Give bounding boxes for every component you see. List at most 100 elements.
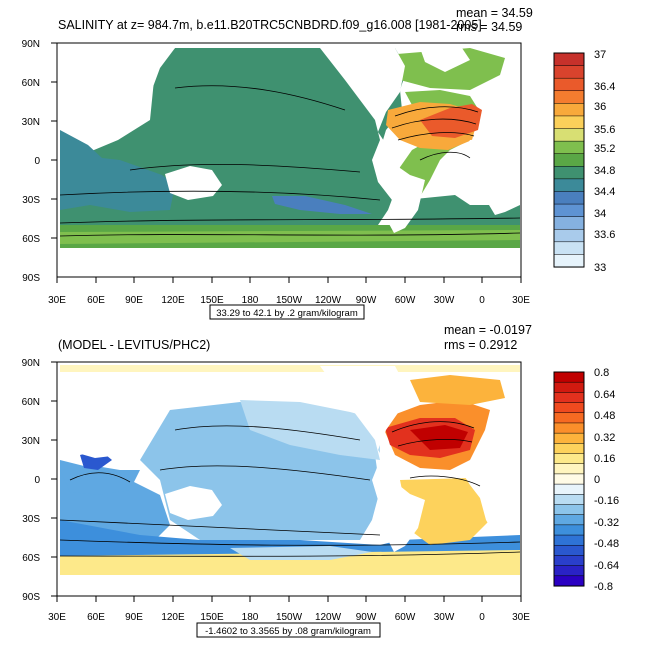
- panel1-antarctica-land: [57, 248, 521, 277]
- panel1-xtick-label: 150W: [276, 295, 303, 306]
- panel2-title: (MODEL - LEVITUS/PHC2): [58, 338, 210, 352]
- panel1-colorbar-cell: [553, 203, 585, 218]
- panel2-xtick-label: 150E: [200, 612, 224, 623]
- panel2-xtick-label: 30W: [434, 612, 455, 623]
- panel2-colorbar-cell: [553, 402, 585, 414]
- panel2-north-pacific-lightblue: [240, 400, 380, 460]
- panel1-colorbar: [553, 52, 585, 268]
- panel2-north-atlantic-core: [410, 425, 468, 450]
- panel2-contour: [397, 438, 473, 447]
- panel1-contour: [59, 190, 381, 201]
- panel1-colorbar-cell: [553, 178, 585, 193]
- panel1-contour: [59, 232, 521, 237]
- panel2-yticks: [51, 361, 57, 597]
- panel1-colorbar-cell: [553, 228, 585, 243]
- panel2-contour: [174, 425, 361, 441]
- panel2-colorbar-cell: [553, 473, 585, 485]
- panel2-colorbar: [553, 371, 585, 587]
- panel2-colorbar-label: -0.8: [594, 581, 613, 593]
- panel2-rms: rms = 0.2912: [444, 338, 517, 352]
- panel2-colorbar-label: 0.32: [594, 432, 615, 444]
- panel1-colorbar-label: 33: [594, 262, 606, 274]
- panel1-xtick-label: 90W: [356, 295, 377, 306]
- panel1-ytick-label: 60N: [22, 78, 40, 89]
- panel1-contour: [391, 118, 477, 129]
- panel1-colorbar-cell: [553, 241, 585, 255]
- panel2-xtick-label: 60W: [395, 612, 416, 623]
- panel2-colorbar-cell: [553, 432, 585, 444]
- panel2-ytick-label: 90S: [22, 592, 40, 603]
- panel1-map: [56, 42, 522, 278]
- panel1-title: SALINITY at z= 984.7m, b.e11.B20TRC5CNBD…: [58, 18, 482, 32]
- panel2-xtick-label: 150W: [276, 612, 303, 623]
- panel1-xtick-label: 0: [479, 295, 485, 306]
- panel2-range-note-box: [196, 622, 381, 638]
- panel2-pacific-pale: [60, 365, 520, 372]
- panel1-colorbar-cell: [553, 216, 585, 230]
- panel1-colorbar-label: 33.6: [594, 229, 615, 241]
- panel1-contour: [394, 106, 479, 117]
- panel1-xtick-label: 150E: [200, 295, 224, 306]
- panel-difference: (MODEL - LEVITUS/PHC2) mean = -0.0197 rm…: [22, 323, 619, 638]
- panel2-map: [56, 361, 522, 597]
- panel2-colorbar-cell: [553, 412, 585, 424]
- panel2-colorbar-cell: [553, 555, 585, 567]
- panel1-colorbar-label: 34.8: [594, 165, 615, 177]
- panel2-colorbar-label: 0.48: [594, 410, 615, 422]
- panel2-x-axis: 30E 60E 90E 120E 150E 180 150W 120W 90W …: [48, 596, 530, 623]
- panel2-colorbar-label: -0.16: [594, 495, 619, 507]
- panel2-colorbar-border: [553, 371, 585, 587]
- panel1-mean: mean = 34.59: [456, 6, 533, 20]
- panel1-africa-land: [462, 138, 520, 215]
- panel2-colorbar-cell: [553, 544, 585, 556]
- panel2-xtick-label: 30E: [512, 612, 530, 623]
- panel2-americas-land: [320, 366, 425, 552]
- panel2-contour: [59, 539, 521, 546]
- panel1-colorbar-cell: [553, 140, 585, 155]
- panel1-southern-band-2: [60, 230, 520, 244]
- panel1-xtick-label: 60E: [87, 295, 105, 306]
- panel2-contour: [409, 475, 481, 487]
- panel1-xticks: [56, 277, 522, 283]
- panel1-colorbar-labels: 37 36.4 36 35.6 35.2 34.8 34.4 34 33.6 3…: [594, 49, 615, 274]
- panel2-colorbar-cell: [553, 371, 585, 383]
- panel1-mediterranean-core: [420, 104, 482, 138]
- panel2-ytick-label: 30S: [22, 514, 40, 525]
- panel2-xtick-label: 90W: [356, 612, 377, 623]
- panel2-ytick-label: 60N: [22, 397, 40, 408]
- panel2-colorbar-label: -0.32: [594, 517, 619, 529]
- panel1-colorbar-cell: [553, 115, 585, 130]
- panel2-colorbar-cell: [553, 381, 585, 393]
- panel1-contour: [59, 217, 521, 224]
- panel2-range-note: -1.4602 to 3.3565 by .08 gram/kilogram: [196, 622, 381, 638]
- panel1-rms: rms = 34.59: [456, 20, 522, 34]
- panel1-colorbar-label: 36.4: [594, 81, 615, 93]
- panel2-mean: mean = -0.0197: [444, 323, 532, 337]
- panel1-contour: [174, 85, 346, 111]
- panel1-yticks: [51, 42, 57, 239]
- panel2-asia-land: [57, 372, 175, 458]
- panel2-y-axis: 90N 60N 30N 0 30S 60S 90S: [22, 358, 57, 603]
- panel1-xtick-label: 120E: [161, 295, 185, 306]
- panel2-colorbar-label: 0.8: [594, 367, 609, 379]
- panel2-antarctica-land: [57, 575, 521, 596]
- panel2-ytick-label: 60S: [22, 553, 40, 564]
- panel2-ytick-label: 0: [34, 475, 40, 486]
- panel1-xtick-label: 90E: [125, 295, 143, 306]
- panel-salinity: SALINITY at z= 984.7m, b.e11.B20TRC5CNBD…: [22, 6, 615, 320]
- panel2-colorbar-cell: [553, 504, 585, 516]
- panel1-colorbar-label: 37: [594, 49, 606, 61]
- panel1-ytick-label: 30N: [22, 117, 40, 128]
- panel1-range-note: 33.29 to 42.1 by .2 gram/kilogram: [209, 304, 365, 320]
- panel2-colorbar-cell: [553, 422, 585, 434]
- panel2-colorbar-cell: [553, 494, 585, 506]
- panel1-colorbar-label: 34: [594, 208, 606, 220]
- panel2-ytick-label: 30N: [22, 436, 40, 447]
- panel2-equatorial-blue: [60, 465, 140, 495]
- panel2-australia-land: [165, 486, 222, 520]
- panel1-colorbar-border: [553, 52, 585, 268]
- panel1-colorbar-cell: [553, 103, 585, 117]
- panel2-colorbar-cell: [553, 453, 585, 465]
- panel2-colorbar-cell: [553, 514, 585, 526]
- panel1-xtick-label: 30W: [434, 295, 455, 306]
